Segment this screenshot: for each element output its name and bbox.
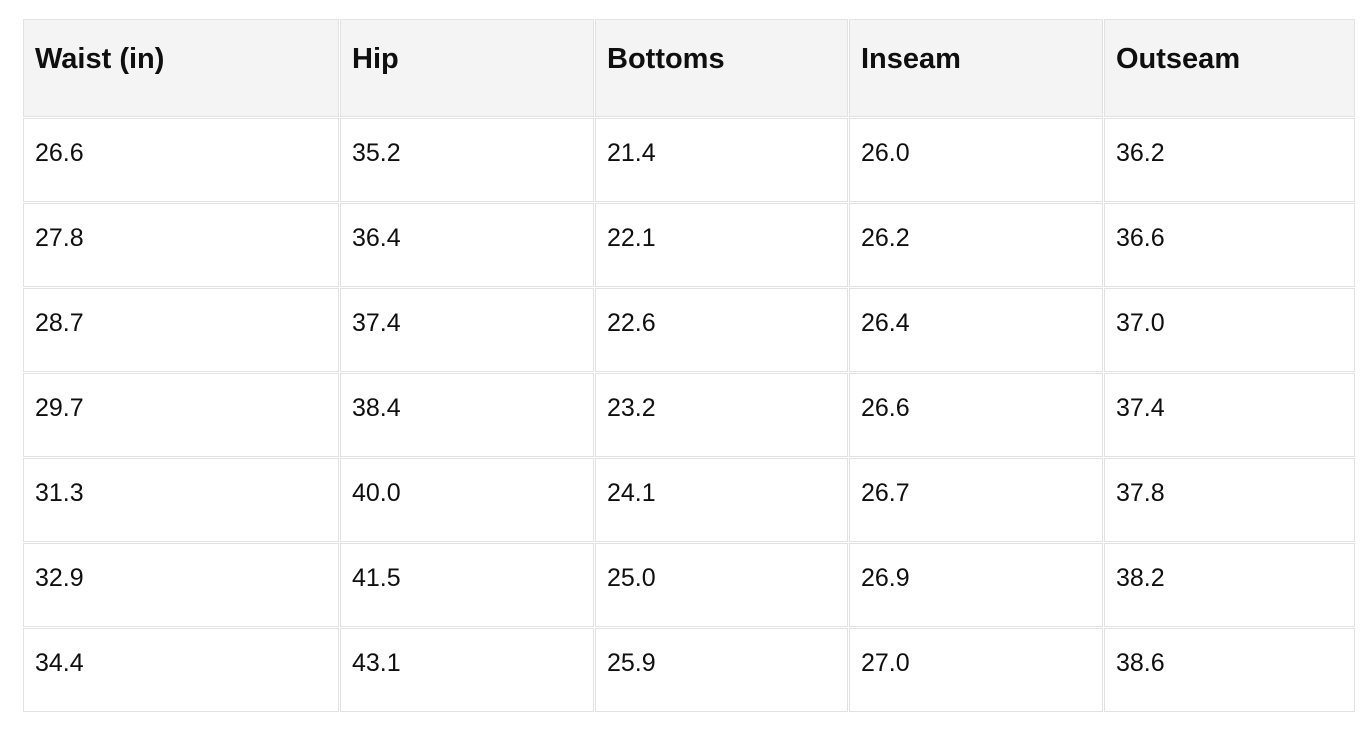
table-row: 34.4 43.1 25.9 27.0 38.6 (23, 628, 1355, 712)
table-cell: 25.9 (595, 628, 848, 712)
table-cell: 35.2 (340, 118, 594, 202)
table-header: Waist (in) Hip Bottoms Inseam Outseam (23, 19, 1355, 117)
table-cell: 37.4 (1104, 373, 1355, 457)
table-row: 26.6 35.2 21.4 26.0 36.2 (23, 118, 1355, 202)
table-cell: 38.2 (1104, 543, 1355, 627)
column-header-hip: Hip (340, 19, 594, 117)
table-cell: 34.4 (23, 628, 339, 712)
table-cell: 22.1 (595, 203, 848, 287)
table-cell: 37.4 (340, 288, 594, 372)
table-cell: 26.6 (849, 373, 1103, 457)
table-row: 27.8 36.4 22.1 26.2 36.6 (23, 203, 1355, 287)
table-cell: 23.2 (595, 373, 848, 457)
column-header-inseam: Inseam (849, 19, 1103, 117)
table-cell: 38.4 (340, 373, 594, 457)
table-row: 32.9 41.5 25.0 26.9 38.2 (23, 543, 1355, 627)
table-cell: 37.0 (1104, 288, 1355, 372)
table-cell: 31.3 (23, 458, 339, 542)
table-cell: 26.9 (849, 543, 1103, 627)
table-cell: 26.6 (23, 118, 339, 202)
table-row: 31.3 40.0 24.1 26.7 37.8 (23, 458, 1355, 542)
table-cell: 21.4 (595, 118, 848, 202)
table-cell: 22.6 (595, 288, 848, 372)
table-cell: 28.7 (23, 288, 339, 372)
table-cell: 36.4 (340, 203, 594, 287)
table-cell: 26.4 (849, 288, 1103, 372)
header-row: Waist (in) Hip Bottoms Inseam Outseam (23, 19, 1355, 117)
column-header-waist: Waist (in) (23, 19, 339, 117)
table-cell: 41.5 (340, 543, 594, 627)
table-cell: 40.0 (340, 458, 594, 542)
table-body: 26.6 35.2 21.4 26.0 36.2 27.8 36.4 22.1 … (23, 118, 1355, 712)
table-cell: 26.0 (849, 118, 1103, 202)
table-cell: 26.2 (849, 203, 1103, 287)
table-cell: 37.8 (1104, 458, 1355, 542)
table-cell: 27.8 (23, 203, 339, 287)
table-row: 28.7 37.4 22.6 26.4 37.0 (23, 288, 1355, 372)
table-cell: 36.2 (1104, 118, 1355, 202)
table-cell: 25.0 (595, 543, 848, 627)
column-header-bottoms: Bottoms (595, 19, 848, 117)
table-cell: 24.1 (595, 458, 848, 542)
table-cell: 26.7 (849, 458, 1103, 542)
table-cell: 38.6 (1104, 628, 1355, 712)
table-cell: 36.6 (1104, 203, 1355, 287)
table-row: 29.7 38.4 23.2 26.6 37.4 (23, 373, 1355, 457)
table-cell: 32.9 (23, 543, 339, 627)
table-cell: 27.0 (849, 628, 1103, 712)
table-cell: 29.7 (23, 373, 339, 457)
column-header-outseam: Outseam (1104, 19, 1355, 117)
size-chart-table: Waist (in) Hip Bottoms Inseam Outseam 26… (22, 18, 1356, 713)
table-cell: 43.1 (340, 628, 594, 712)
